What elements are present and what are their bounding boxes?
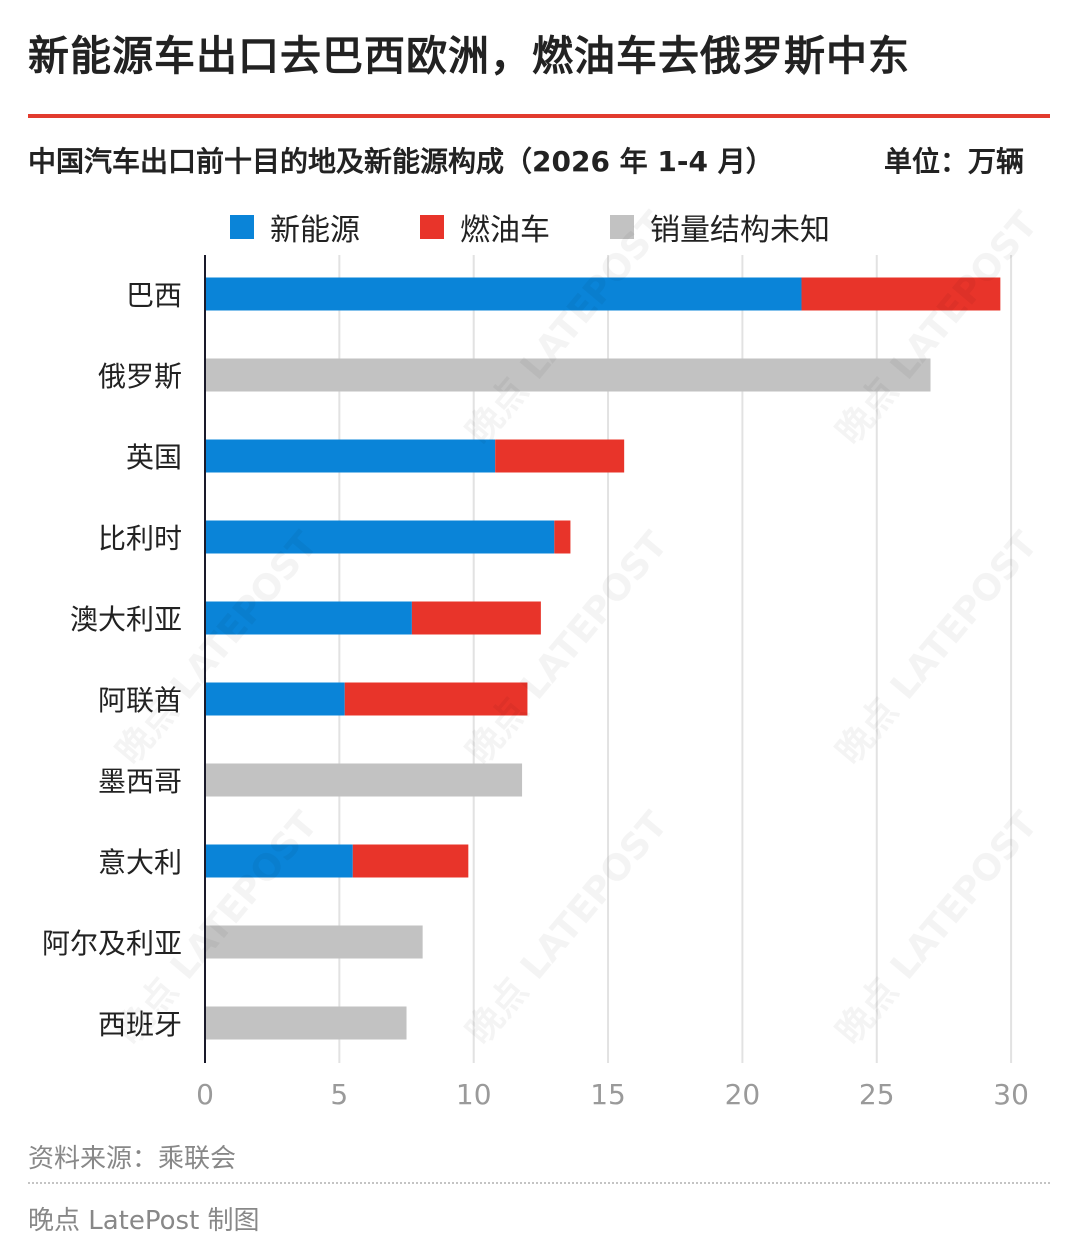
source-note: 资料来源：乘联会 [28, 1144, 237, 1174]
legend-swatch-fuel [420, 215, 444, 239]
x-tick-label: 0 [196, 1078, 214, 1111]
x-tick-label: 15 [590, 1078, 626, 1111]
bar-segment [205, 277, 802, 311]
x-tick-label: 20 [725, 1078, 761, 1111]
bar-segment [554, 520, 571, 554]
bar-segment [205, 358, 931, 392]
category-label: 西班牙 [98, 1008, 182, 1041]
bar-segment [205, 520, 555, 554]
footer-divider [28, 1182, 1050, 1184]
category-label: 墨西哥 [98, 765, 182, 798]
bar-segment [352, 844, 469, 878]
legend-label-nev: 新能源 [270, 213, 360, 248]
bar-segment [205, 763, 523, 797]
legend-swatch-unknown [610, 215, 634, 239]
category-label: 阿联酋 [98, 684, 182, 717]
category-label: 比利时 [98, 522, 182, 555]
category-label: 意大利 [98, 846, 182, 879]
bar-segment [205, 925, 423, 959]
bar-segment [344, 682, 528, 716]
legend-item-fuel: 燃油车 [420, 205, 550, 249]
bar-segment [205, 682, 345, 716]
x-tick-label: 10 [456, 1078, 492, 1111]
bar-segment [205, 439, 496, 473]
legend: 新能源 燃油车 销量结构未知 [230, 205, 830, 249]
chart-title: 中国汽车出口前十目的地及新能源构成（2026 年 1-4 月） [28, 145, 774, 178]
x-tick-label: 30 [993, 1078, 1029, 1111]
bar-segment [205, 1006, 407, 1040]
bar-segment [801, 277, 1001, 311]
bar-segment [411, 601, 541, 635]
x-tick-label: 25 [859, 1078, 895, 1111]
legend-item-nev: 新能源 [230, 205, 360, 249]
bar-segment [495, 439, 625, 473]
category-label: 俄罗斯 [98, 360, 182, 393]
bar-segment [205, 844, 353, 878]
title-rule [28, 114, 1050, 118]
category-label: 澳大利亚 [70, 603, 182, 636]
category-label: 阿尔及利亚 [42, 927, 182, 960]
unit-label: 单位：万辆 [883, 145, 1024, 178]
legend-item-unknown: 销量结构未知 [610, 205, 830, 249]
bar-segment [205, 601, 412, 635]
headline: 新能源车出口去巴西欧洲，燃油车去俄罗斯中东 [28, 32, 910, 80]
legend-label-fuel: 燃油车 [460, 213, 550, 248]
credit-note: 晚点 LatePost 制图 [28, 1206, 260, 1236]
legend-swatch-nev [230, 215, 254, 239]
chart-subtitle: 中国汽车出口前十目的地及新能源构成（2026 年 1-4 月） 单位：万辆 [28, 140, 1024, 180]
x-tick-label: 5 [330, 1078, 348, 1111]
category-label: 巴西 [126, 279, 182, 312]
legend-label-unknown: 销量结构未知 [650, 213, 830, 248]
category-label: 英国 [126, 441, 182, 474]
